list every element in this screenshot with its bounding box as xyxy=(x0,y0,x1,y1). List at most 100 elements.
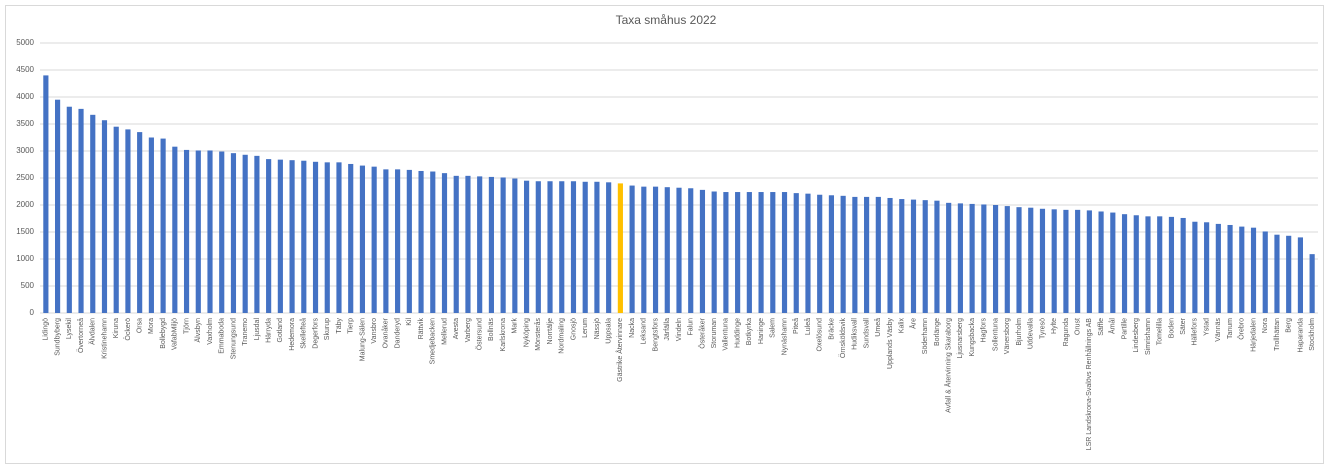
y-tick-label: 0 xyxy=(30,308,35,317)
bar xyxy=(230,153,237,313)
x-tick-label: Mark xyxy=(512,318,519,334)
bar xyxy=(207,150,213,313)
x-tick-label: Åre xyxy=(908,318,917,329)
bar xyxy=(1262,231,1268,313)
bar xyxy=(570,181,577,313)
bar xyxy=(418,170,424,313)
bar xyxy=(66,106,72,313)
bar xyxy=(629,185,635,313)
bar xyxy=(1145,216,1151,313)
x-tick-label: Örebro xyxy=(1238,318,1246,340)
bar xyxy=(652,186,659,313)
bar xyxy=(617,183,623,313)
x-tick-label: Borlänge xyxy=(934,318,941,346)
chart-title: Taxa småhus 2022 xyxy=(616,13,717,27)
x-tick-label: Hedemora xyxy=(289,318,296,351)
bar xyxy=(535,181,541,313)
x-tick-label: Storuman xyxy=(711,318,718,348)
x-tick-label: Bollnäs xyxy=(488,318,495,341)
x-tick-label: Nässjö xyxy=(594,318,601,340)
bar xyxy=(1250,227,1257,313)
x-tick-label: Boden xyxy=(1168,318,1175,338)
x-tick-label: Bengtsfors xyxy=(652,318,659,352)
bar xyxy=(828,195,835,313)
bar xyxy=(934,200,940,313)
x-tick-label: Norrtälje xyxy=(547,318,554,345)
x-tick-label: Östersund xyxy=(476,318,484,350)
x-tick-label: Gotland xyxy=(277,318,284,343)
x-tick-label: Lysekil xyxy=(66,318,73,340)
bar xyxy=(711,191,717,313)
x-tick-label: Haninge xyxy=(758,318,765,344)
x-tick-label: Kungsbacka xyxy=(969,318,976,357)
x-tick-label: Järfälla xyxy=(664,318,671,341)
x-tick-label: Stockholm xyxy=(1309,318,1316,351)
bar xyxy=(805,193,811,313)
bar xyxy=(864,196,870,313)
x-tick-label: Tierp xyxy=(348,318,355,334)
x-tick-label: Huddinge xyxy=(734,318,741,348)
x-tick-label: Säter xyxy=(1180,317,1187,334)
x-tick-label: Bollebygd xyxy=(160,318,167,349)
x-tick-label: Lindesberg xyxy=(1133,318,1140,353)
bar xyxy=(160,138,166,313)
y-tick-label: 4000 xyxy=(16,92,34,101)
x-tick-label: Vansbro xyxy=(371,318,378,344)
bar xyxy=(148,137,154,313)
x-tick-label: Bjurholm xyxy=(1016,318,1023,346)
bar xyxy=(887,197,893,313)
x-tick-label: Umeå xyxy=(874,318,882,337)
bar xyxy=(465,175,471,313)
x-tick-label: Älvdalen xyxy=(89,318,97,345)
x-tick-label: Stenungsund xyxy=(230,318,237,359)
x-tick-label: Trollhättan xyxy=(1274,318,1281,351)
bar xyxy=(1004,206,1010,313)
x-tick-label: Täby xyxy=(336,318,343,334)
x-tick-label: Mellerud xyxy=(441,318,448,345)
bar xyxy=(1063,209,1069,313)
x-tick-label: Luleå xyxy=(804,318,812,335)
bar xyxy=(946,202,952,313)
y-tick-label: 500 xyxy=(21,281,35,290)
x-tick-label: Vallentuna xyxy=(723,318,730,351)
bar xyxy=(781,192,788,313)
x-tick-label: Åmål xyxy=(1108,318,1117,334)
bar xyxy=(55,99,61,313)
bar xyxy=(910,199,917,313)
x-tick-label: Kristinehamn xyxy=(101,318,108,359)
bar xyxy=(875,196,881,313)
x-tick-label: Varberg xyxy=(465,318,472,342)
y-tick-label: 2500 xyxy=(16,173,34,182)
bar xyxy=(852,196,858,313)
x-tick-label: Kiruna xyxy=(113,318,120,338)
bar xyxy=(254,155,260,313)
bar xyxy=(582,181,588,313)
x-tick-label: Hudiksvall xyxy=(852,318,859,350)
bar xyxy=(195,150,201,313)
bar xyxy=(758,192,764,313)
bar xyxy=(746,192,752,313)
x-tick-label: Mönsterås xyxy=(534,318,542,351)
x-tick-label: LSR Landskrona-Svalövs Renhållnings AB xyxy=(1085,318,1093,451)
x-tick-label: Gnosjö xyxy=(570,318,577,340)
bar xyxy=(289,160,295,313)
x-tick-label: Salem xyxy=(770,318,777,338)
bar xyxy=(219,151,225,313)
x-tick-label: Sundsvall xyxy=(863,318,870,349)
bar xyxy=(266,159,272,313)
bar xyxy=(348,163,354,313)
bar xyxy=(1297,237,1303,313)
bar xyxy=(500,177,506,313)
bar xyxy=(137,132,143,313)
x-tick-label: Övertorneå xyxy=(77,318,85,353)
x-tick-label: Bräcke xyxy=(828,318,835,340)
y-tick-label: 3000 xyxy=(16,146,34,155)
bar xyxy=(793,193,799,313)
x-tick-label: Örnsköldsvik xyxy=(839,318,847,359)
bar xyxy=(1051,209,1057,313)
x-tick-label: Ystad xyxy=(1203,318,1210,336)
bar xyxy=(324,162,330,313)
x-tick-label: Piteå xyxy=(792,318,800,334)
bar xyxy=(183,149,190,313)
